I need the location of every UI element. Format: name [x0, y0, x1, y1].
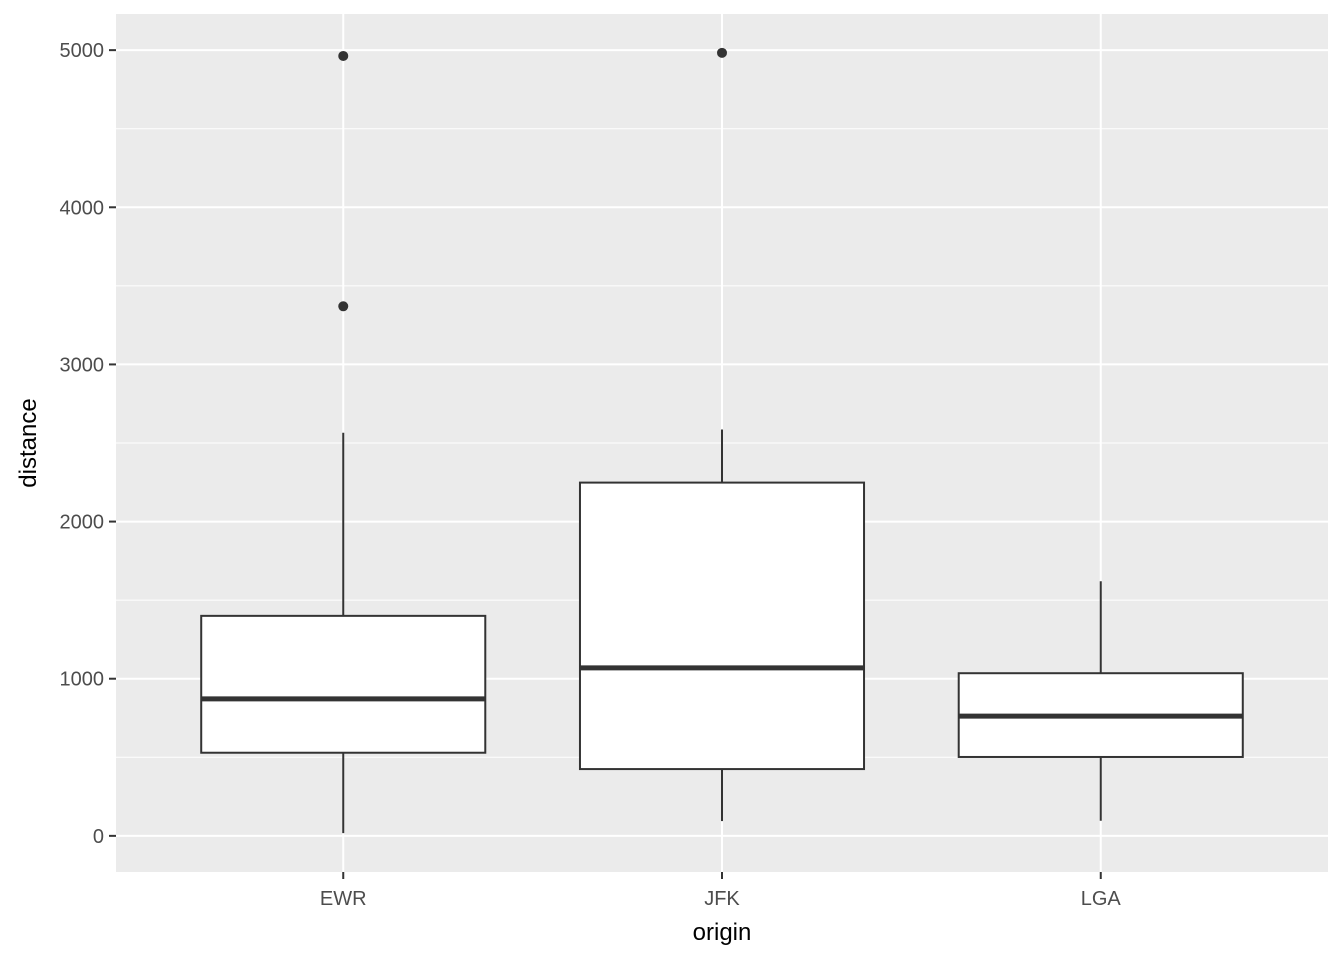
x-axis-title: origin: [693, 919, 752, 946]
y-tick-label: 5000: [60, 40, 105, 62]
x-axis: EWR JFK LGA: [320, 872, 1122, 910]
y-tick-label: 1000: [60, 669, 105, 691]
y-axis-title: distance: [15, 398, 42, 487]
x-tick-label: EWR: [320, 888, 367, 910]
outlier-point: [338, 50, 349, 61]
box-lga: [957, 581, 1244, 821]
x-tick-label: LGA: [1081, 888, 1122, 910]
box-ewr: [200, 50, 487, 834]
y-axis: 0 1000 2000 3000 4000 5000: [60, 40, 116, 848]
box-iqr: [200, 614, 487, 754]
y-tick-label: 3000: [60, 354, 105, 376]
y-tick-label: 2000: [60, 512, 105, 534]
y-tick-label: 0: [93, 826, 104, 848]
box-jfk: [578, 47, 866, 822]
box-iqr: [578, 481, 866, 771]
outlier-point: [717, 47, 727, 58]
outlier-point: [338, 301, 349, 312]
y-tick-label: 4000: [60, 197, 105, 219]
boxes-layer: [200, 47, 1244, 834]
x-tick-label: JFK: [704, 888, 740, 910]
